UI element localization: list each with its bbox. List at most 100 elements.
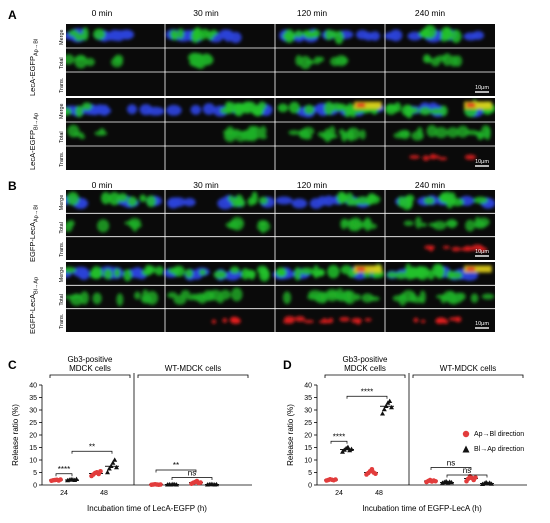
row-label: Total: [59, 57, 65, 69]
y-tick-label: 0: [33, 483, 37, 490]
data-point: [110, 460, 116, 465]
chart-c: 0 5 10 15 20 25 30 35 40 Release ratio (%) 24 48 Inc…: [11, 355, 252, 513]
data-point: [433, 478, 438, 484]
legend: Ap→Bl direction Bl→Ap direction: [462, 430, 548, 453]
significance-label: ****: [58, 465, 70, 474]
significance-label: ns: [447, 459, 455, 468]
row-label: Total: [59, 131, 65, 143]
y-tick-label: 30: [29, 408, 37, 415]
significance-label: ns: [188, 469, 196, 478]
y-tick-label: 40: [29, 383, 37, 390]
data-point: [108, 463, 114, 469]
significance-label: **: [173, 461, 179, 470]
x-tick-label: 24: [60, 490, 68, 497]
data-point: [449, 479, 454, 485]
y-tick-label: 10: [29, 458, 37, 465]
row-label: Merge: [59, 267, 65, 283]
micrograph-canvas: Merge Total Trans. 10μm: [55, 98, 496, 170]
data-point: [333, 477, 338, 482]
y-tick-label: 35: [304, 395, 312, 402]
significance-label: ****: [361, 387, 373, 396]
panel-letter-b: B: [8, 179, 17, 193]
significance-label: ns: [463, 466, 471, 475]
significance-bracket: [55, 473, 73, 477]
panel-letter-c: C: [8, 358, 17, 372]
micrograph-canvas: Merge Total Trans. 10μm: [55, 262, 495, 332]
row-label: Merge: [59, 195, 65, 211]
data-point: [389, 404, 394, 410]
group-label: MDCK cells: [69, 364, 111, 373]
group-label: MDCK cells: [344, 364, 386, 373]
panel-letter-d: D: [283, 358, 292, 372]
data-point: [214, 481, 219, 487]
data-point: [380, 411, 385, 416]
data-point: [383, 403, 389, 409]
legend-label: Bl→Ap direction: [474, 445, 525, 453]
y-tick-label: 15: [29, 445, 37, 452]
y-tick-label: 5: [33, 470, 37, 477]
time-label: 240 min: [414, 8, 446, 18]
x-axis-label: Incubation time of EGFP-LecA (h): [362, 504, 482, 513]
x-axis-label: Incubation time of LecA-EGFP (h): [87, 504, 207, 513]
time-label: 120 min: [296, 8, 328, 18]
time-label: 30 min: [193, 180, 219, 190]
data-point: [106, 466, 112, 471]
data-point: [381, 406, 387, 412]
significance-bracket: [71, 450, 113, 454]
significance-label: ****: [333, 432, 345, 441]
scale-bar-label: 10μm: [475, 159, 489, 165]
y-axis-label: Release ratio (%): [11, 404, 20, 466]
x-tick-label: 24: [335, 490, 343, 497]
data-point: [158, 482, 163, 487]
data-point: [58, 477, 63, 482]
group-label: Gb3-positive: [68, 355, 113, 364]
data-point: [114, 464, 119, 470]
scale-bar-label: 10μm: [475, 321, 489, 327]
legend-item: Ap→Bl direction: [462, 430, 548, 438]
y-tick-label: 0: [308, 483, 312, 490]
time-label: 240 min: [414, 180, 446, 190]
row-label: Trans.: [59, 241, 65, 257]
y-tick-label: 25: [29, 420, 37, 427]
legend-label: Ap→Bl direction: [474, 430, 525, 438]
micrograph-b-basolateral: Merge Total Trans. 10μm: [55, 262, 495, 332]
y-axis-label: Release ratio (%): [286, 404, 295, 466]
row-label: Trans.: [59, 151, 65, 167]
data-point: [345, 444, 351, 450]
legend-item: Bl→Ap direction: [462, 445, 548, 453]
y-tick-label: 20: [29, 433, 37, 440]
y-tick-label: 35: [29, 395, 37, 402]
row-label: Trans.: [59, 313, 65, 329]
row-label: Total: [59, 222, 65, 234]
time-label: 0 min: [91, 8, 113, 18]
row-label: Merge: [59, 29, 65, 45]
significance-label: **: [89, 442, 95, 451]
group-label: LecA-EGFPAp→Bl: [28, 38, 40, 96]
micrograph-b-apical: Merge Total Trans. 10μm: [55, 190, 496, 260]
data-point: [74, 476, 79, 482]
significance-bracket: [346, 395, 388, 399]
micrograph-canvas: Merge Total Trans. 10μm: [55, 24, 495, 96]
significance-bracket: [430, 467, 472, 470]
circle-marker-icon: [462, 430, 470, 438]
data-point: [174, 482, 179, 487]
data-point: [373, 471, 378, 477]
chart-d: 0 5 10 15 20 25 30 35 40 Release ratio (%) 24 48 Inc…: [286, 355, 527, 513]
significance-bracket: [330, 440, 348, 444]
data-point: [98, 468, 103, 474]
y-tick-label: 5: [308, 470, 312, 477]
significance-bracket: [155, 469, 197, 473]
y-tick-label: 10: [304, 458, 312, 465]
triangle-marker-icon: [462, 445, 470, 453]
significance-bracket: [446, 474, 488, 478]
time-label: 0 min: [91, 180, 113, 190]
x-tick-label: 48: [100, 490, 108, 497]
group-label: Gb3-positive: [343, 355, 388, 364]
data-point: [105, 469, 110, 475]
data-point: [387, 398, 393, 404]
group-label: EGFP-LecAAp→Bl: [28, 204, 40, 262]
data-point: [198, 480, 203, 485]
y-tick-label: 20: [304, 433, 312, 440]
micrograph-a-basolateral: Merge Total Trans. 10μm: [55, 98, 496, 170]
x-tick-label: 48: [375, 490, 383, 497]
